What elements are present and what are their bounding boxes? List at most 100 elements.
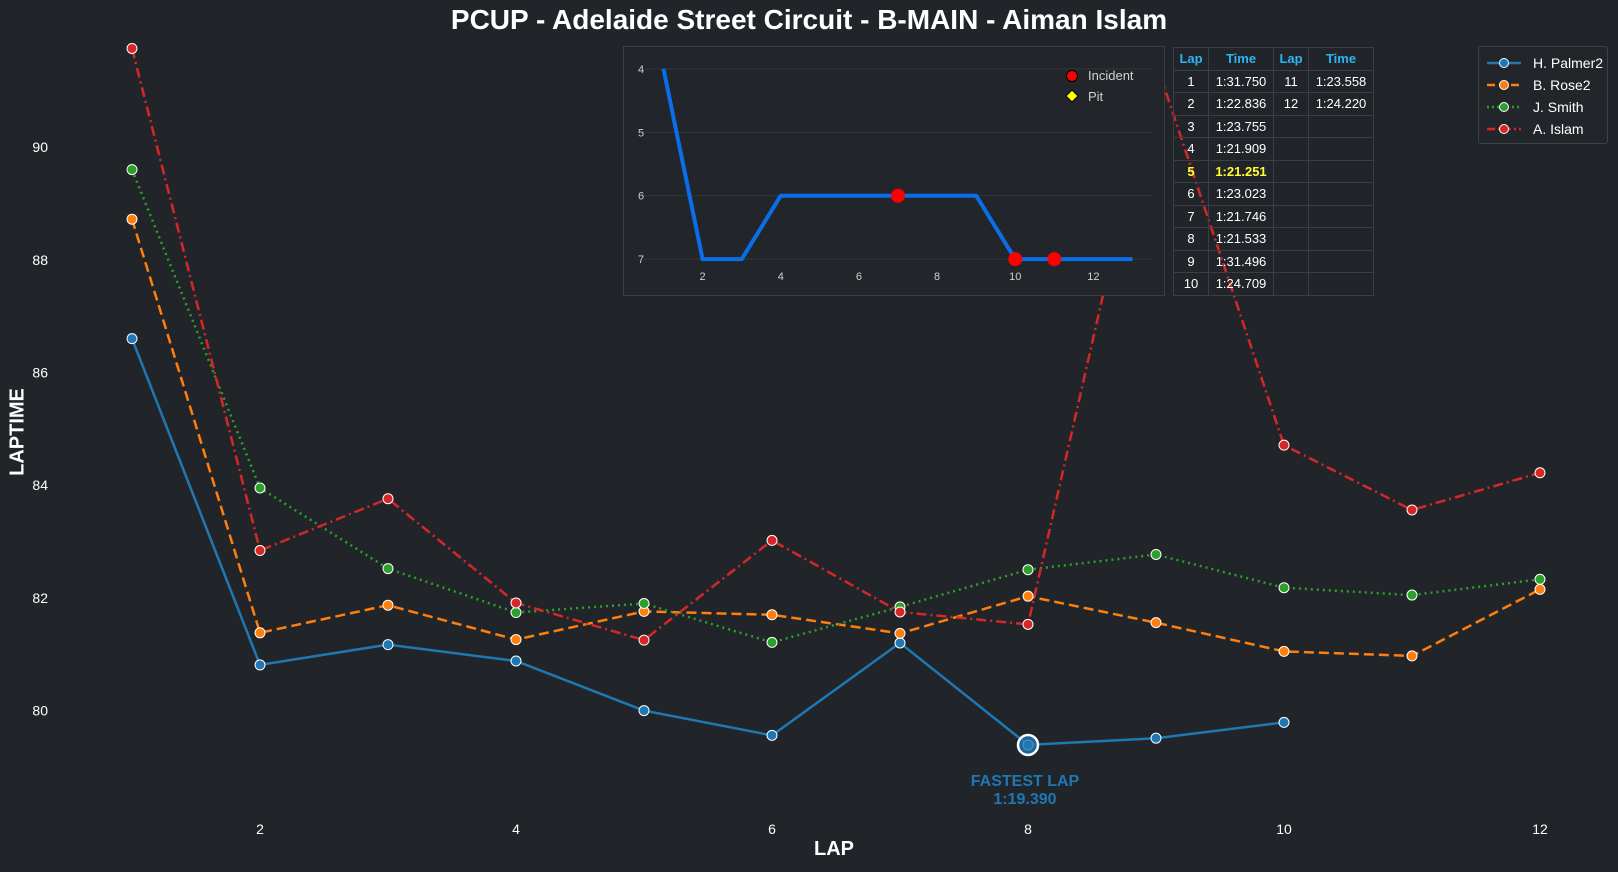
table-cell [1308,182,1374,206]
table-cell [1308,249,1374,273]
table-cell: 4 [1173,137,1209,161]
incident-legend-icon [1066,70,1078,82]
inset-y-tick-label: 5 [638,127,644,139]
y-tick-label: 86 [32,364,48,380]
table-cell [1308,204,1374,228]
fastest-lap-annotation: FASTEST LAP 1:19.390 [960,773,1090,809]
data-point [766,729,778,741]
series-line [130,218,1541,658]
table-row: 5 1:21.251 [1173,159,1374,183]
inset-x-tick-label: 10 [1009,271,1021,283]
legend-label: H. Palmer2 [1533,55,1604,71]
data-point [766,636,778,648]
table-cell: 1:23.558 [1308,69,1374,93]
table-cell: 1:24.220 [1308,92,1374,116]
incident-marker [1047,252,1062,267]
table-cell: 2 [1173,92,1209,116]
data-point [254,627,266,639]
data-point [1534,583,1546,595]
data-point [382,639,394,651]
inset-y-tick-label: 4 [638,64,644,76]
table-cell [1308,227,1374,251]
table-cell: 11 [1273,69,1309,93]
data-point [894,627,906,639]
data-point [126,213,138,225]
data-point [510,597,522,609]
table-row: 2 1:22.836 12 1:24.220 [1173,92,1374,116]
table-cell: 1:21.746 [1208,204,1274,228]
x-tick-label: 2 [256,821,264,837]
y-tick-label: 80 [32,703,48,719]
table-cell: 1:23.023 [1208,182,1274,206]
table-cell: 1:23.755 [1208,114,1274,138]
table-row: 8 1:21.533 [1173,227,1374,251]
chart-legend: H. Palmer2 B. Rose2 J. Smith A. Islam [1478,46,1608,144]
data-point [254,482,266,494]
fastest-lap-time: 1:19.390 [993,791,1057,808]
series-line [130,169,1541,644]
data-point [638,634,650,646]
table-row: 3 1:23.755 [1173,114,1374,138]
table-cell: 1:22.836 [1208,92,1274,116]
data-point [382,563,394,575]
data-point [766,609,778,621]
data-point [510,634,522,646]
data-point [1406,650,1418,662]
table-cell: 1:31.750 [1208,69,1274,93]
data-point [126,164,138,176]
x-tick-label: 4 [512,821,520,837]
series-line [130,338,1285,747]
inset-x-tick-label: 4 [778,271,784,283]
header-time: Time [1208,47,1274,71]
data-point [1534,467,1546,479]
x-tick-label: 10 [1276,821,1292,837]
data-point [382,493,394,505]
table-cell [1308,159,1374,183]
inset-y-tick-label: 7 [638,254,644,266]
data-point [1406,504,1418,516]
data-point [766,534,778,546]
fastest-lap-marker [1016,733,1040,757]
table-cell [1273,182,1309,206]
fastest-lap-label: FASTEST LAP [970,773,1080,790]
y-tick-label: 88 [32,252,48,268]
table-row: 7 1:21.746 [1173,204,1374,228]
inset-legend-label: Incident [1088,68,1134,83]
table-cell: 3 [1173,114,1209,138]
y-tick-label: 84 [32,477,48,493]
table-cell: 10 [1173,272,1209,296]
incident-marker [891,188,905,203]
table-cell: 6 [1173,182,1209,206]
table-row: 6 1:23.023 [1173,182,1374,206]
table-cell [1308,272,1374,296]
data-point [1022,590,1034,602]
data-point [894,637,906,649]
table-cell [1273,227,1309,251]
legend-label: B. Rose2 [1533,77,1591,93]
data-point [254,659,266,671]
header-lap: Lap [1173,47,1209,71]
data-point [126,42,138,54]
data-point [638,705,650,717]
lap-times-table: Lap Time Lap Time 1 1:31.750 11 1:23.558 2 1:… [1173,47,1374,296]
table-cell [1273,249,1309,273]
table-cell: 1:21.251 [1208,159,1274,183]
table-cell: 8 [1173,227,1209,251]
table-cell: 1:21.909 [1208,137,1274,161]
table-row: 4 1:21.909 [1173,137,1374,161]
incident-marker [1008,252,1023,267]
y-tick-label: 82 [32,590,48,606]
data-point [1278,582,1290,594]
data-point [894,606,906,618]
inset-legend-label: Pit [1088,89,1104,104]
table-cell [1273,204,1309,228]
data-point [1022,564,1034,576]
table-row: 10 1:24.709 [1173,272,1374,296]
table-cell: 5 [1173,159,1209,183]
y-axis-label: LAPTIME [6,388,29,476]
x-tick-label: 6 [768,821,776,837]
data-point [254,545,266,557]
series-line [130,48,1541,642]
table-cell: 1:24.709 [1208,272,1274,296]
